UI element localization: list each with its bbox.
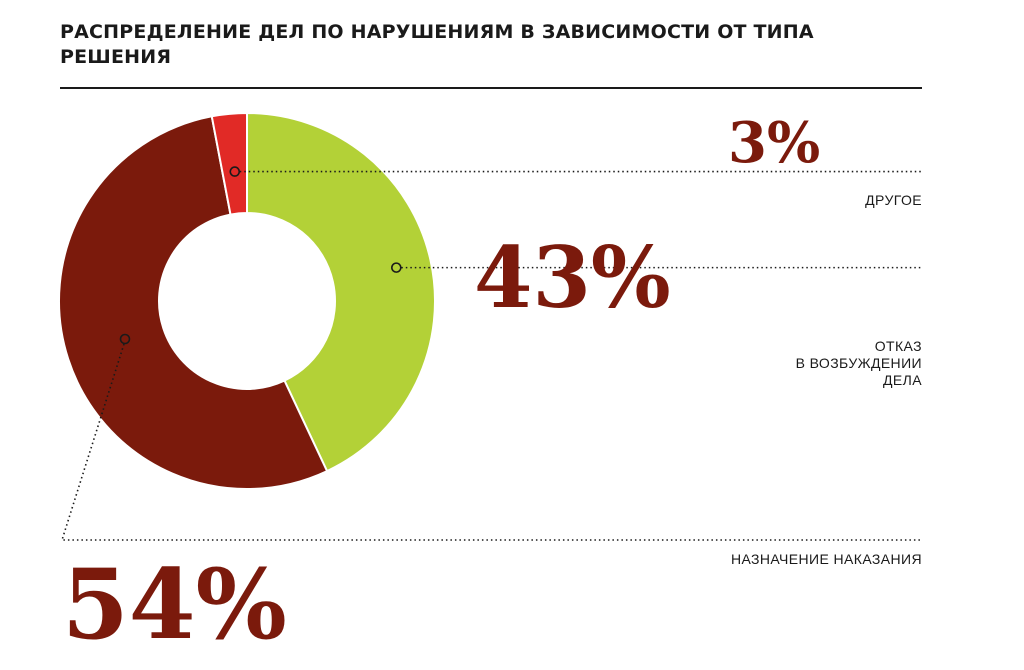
donut-slice-other [210, 111, 248, 216]
donut-slice-refusal [246, 111, 436, 473]
leader-dot-other [229, 166, 241, 177]
leader-dot-punishment [119, 333, 131, 345]
percent-label-punishment: 54% [62, 548, 287, 661]
donut-slice-punishment [58, 115, 329, 490]
leader-dot-refusal [391, 262, 402, 273]
chart-title: РАСПРЕДЕЛЕНИЕ ДЕЛ ПО НАРУШЕНИЯМ В ЗАВИСИ… [60, 21, 814, 68]
percent-label-other: 3% [728, 110, 821, 176]
leader-line-punishment [60, 343, 922, 541]
category-label-other: ДРУГОЕ [865, 192, 922, 208]
percent-label-refusal: 43% [474, 228, 671, 327]
title-divider [60, 87, 922, 89]
category-label-refusal: ОТКАЗ В ВОЗБУЖДЕНИИ ДЕЛА [795, 338, 922, 388]
category-label-punishment: НАЗНАЧЕНИЕ НАКАЗАНИЯ [730, 551, 922, 567]
